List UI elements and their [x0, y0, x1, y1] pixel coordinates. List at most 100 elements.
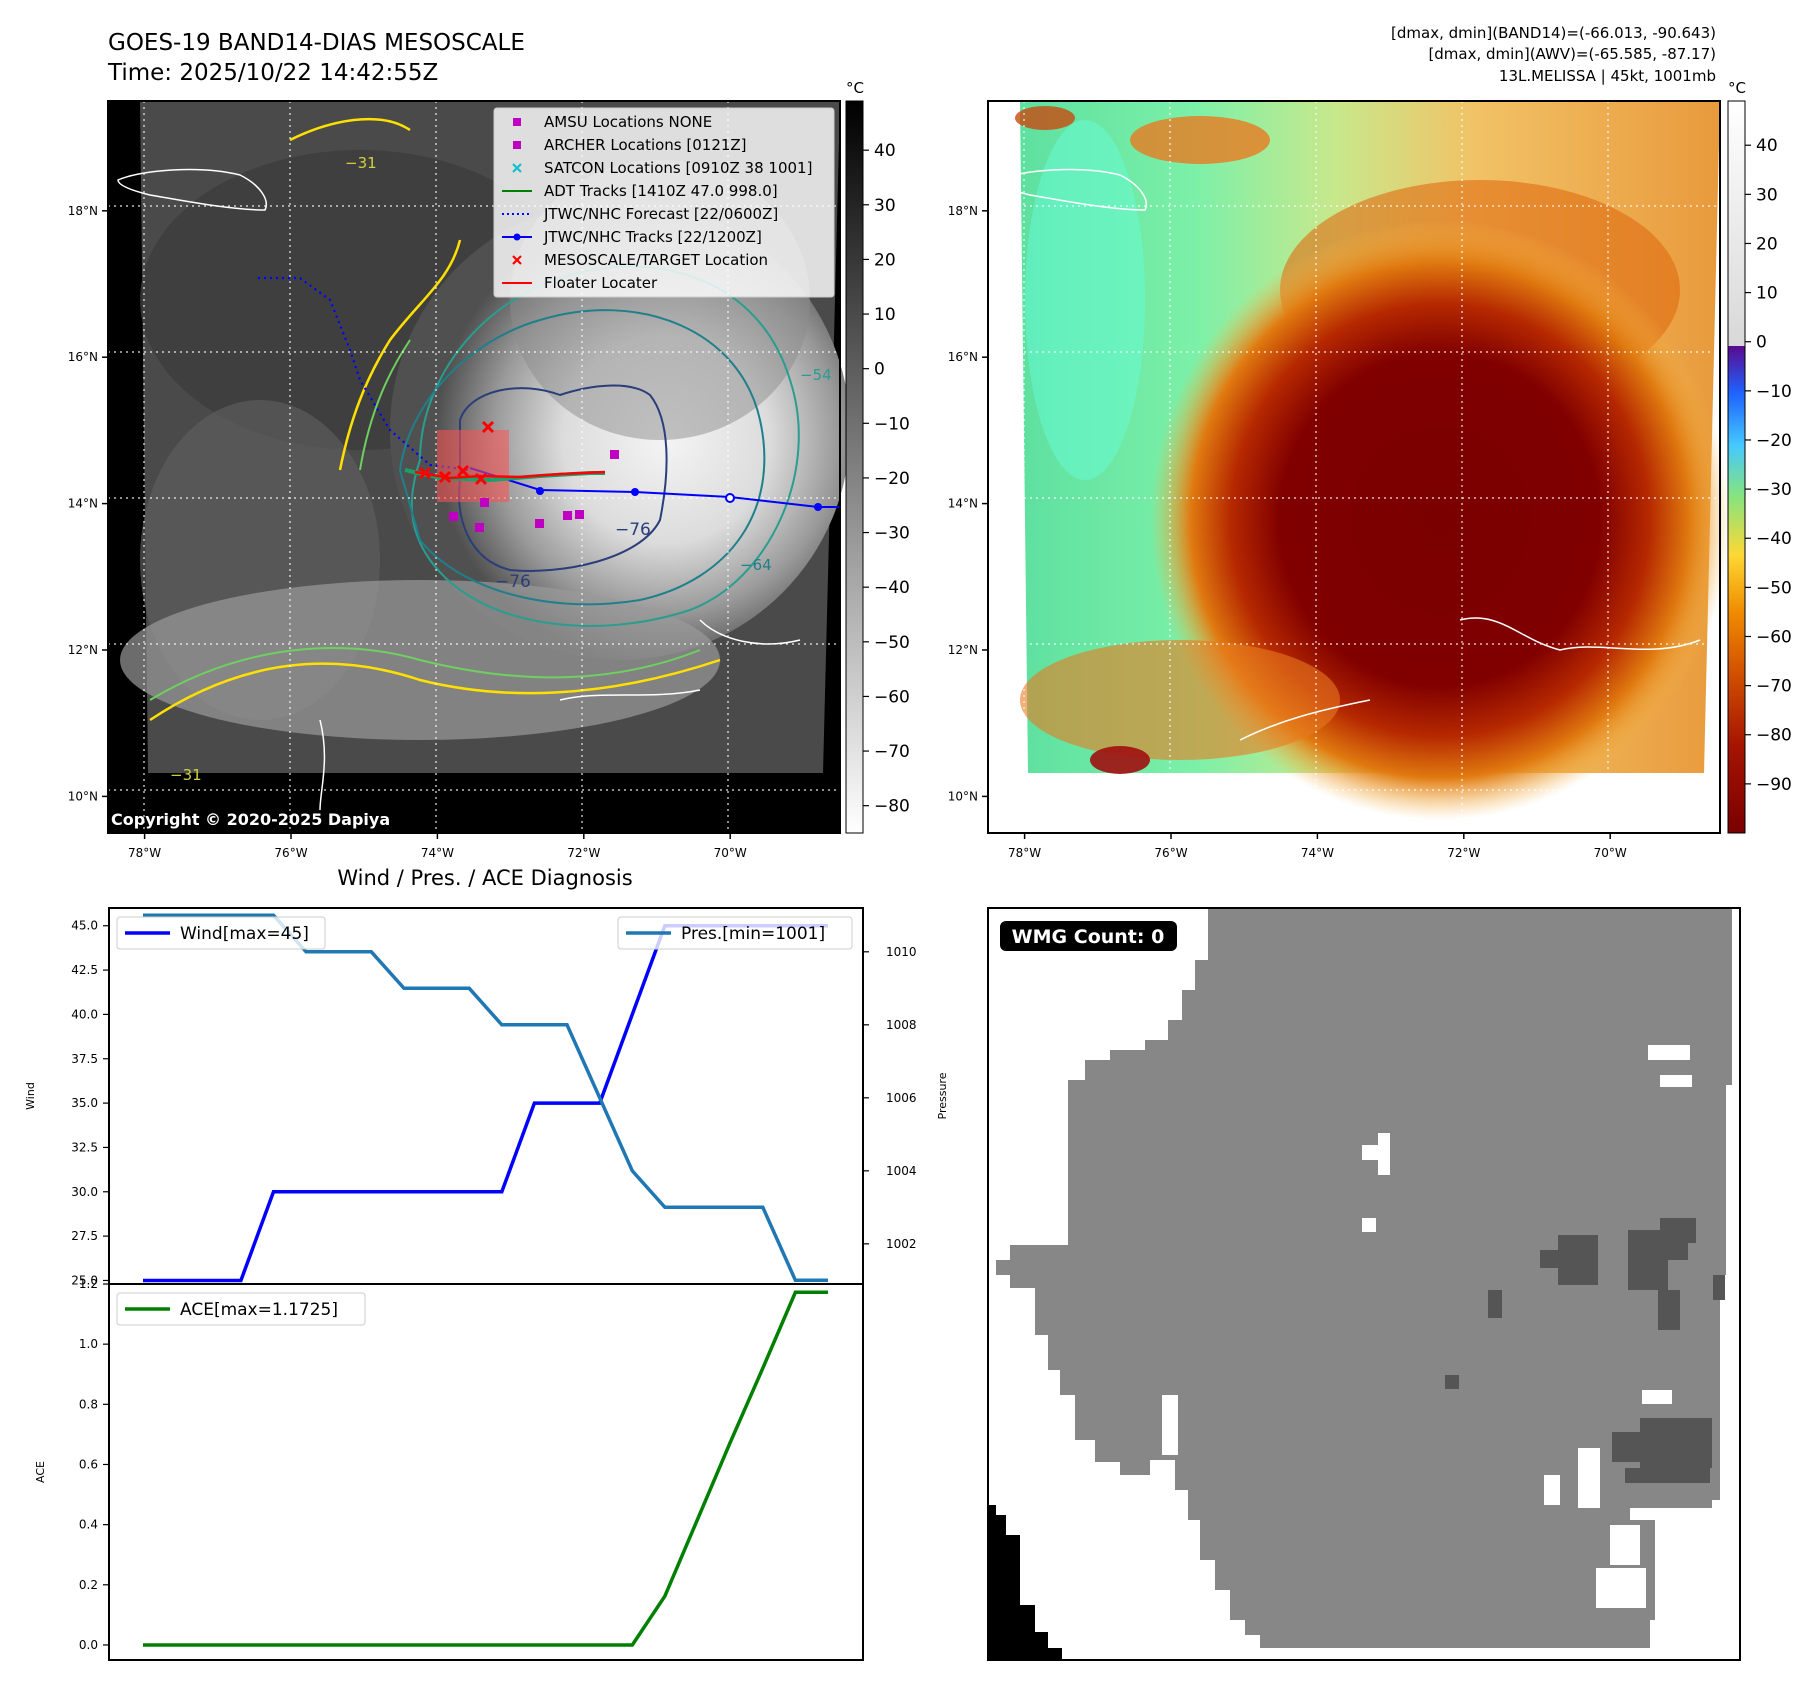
awv-colorbar-tick-label: 20 — [1756, 234, 1778, 254]
wind-tick-label: 45.0 — [71, 919, 98, 933]
archer-locations — [449, 450, 619, 532]
title-line-2: Time: 2025/10/22 14:42:55Z — [107, 60, 438, 86]
coastline-south — [319, 619, 801, 811]
ace-legend: ACE[max=1.1725] — [116, 1292, 366, 1326]
pres-ylabel: Pressure — [936, 1072, 949, 1119]
wind-tick-label: 40.0 — [71, 1007, 98, 1021]
awv-coastline-south — [1239, 617, 1701, 741]
ir-lon-tick-label: 70°W — [714, 846, 747, 860]
pressure-series-line — [143, 913, 828, 1283]
wmg-black-region — [988, 1505, 1062, 1660]
info-line-1: [dmax, dmin](BAND14)=(-66.013, -90.643) — [1391, 24, 1716, 42]
awv-colorbar-tick-label: −80 — [1756, 726, 1792, 746]
ir-colorbar-tick-label: 10 — [874, 305, 896, 325]
jtwc-forecast-track — [258, 276, 471, 472]
info-line-2: [dmax, dmin](AWV)=(-65.585, -87.17) — [1428, 45, 1716, 63]
ir-contour-labels: −31 −31 −54 −64 −76 −76 — [170, 154, 832, 784]
ir-colorbar-tick-label: 40 — [874, 141, 896, 161]
wmg-gray-region — [996, 908, 1732, 1648]
wmg-dark-regions — [1445, 1218, 1725, 1483]
ir-legend: AMSU Locations NONE ARCHER Locations [012… — [493, 107, 835, 298]
diag-panel: Wind / Pres. / ACE Diagnosis 45.0 42.5 40.… — [24, 866, 949, 1661]
ir-lon-tick-label: 76°W — [274, 846, 307, 860]
diag-title: Wind / Pres. / ACE Diagnosis — [337, 866, 632, 890]
ir-colorbar-tick-label: −10 — [874, 414, 910, 434]
pres-tick-label: 1006 — [886, 1091, 917, 1105]
awv-colorbar-unit: °C — [1728, 79, 1746, 97]
wind-legend: Wind[max=45] — [116, 916, 326, 950]
ir-panel: −31 −31 −54 −64 −76 −76 — [68, 79, 910, 860]
ir-colorbar-tick-label: −40 — [874, 578, 910, 598]
title-line-1: GOES-19 BAND14-DIAS MESOSCALE — [108, 30, 525, 56]
awv-panel: 78°W 76°W 74°W 72°W 70°W 18°N 16°N 14°N 12°N 10°N… — [948, 79, 1792, 860]
wind-tick-label: 32.5 — [71, 1140, 98, 1154]
wind-legend-label: Wind[max=45] — [180, 924, 309, 944]
contour-yellow — [149, 117, 721, 722]
legend-label: JTWC/NHC Forecast [22/0600Z] — [543, 205, 778, 223]
legend-marker-x — [512, 255, 522, 265]
ace-series-line — [143, 1290, 828, 1647]
pres-tick-label: 1008 — [886, 1018, 917, 1032]
ir-colorbar-tick-label: 20 — [874, 250, 896, 270]
ir-colorbar-tick-label: −20 — [874, 469, 910, 489]
wind-tick-label: 42.5 — [71, 963, 98, 977]
awv-axes: 78°W 76°W 74°W 72°W 70°W 18°N 16°N 14°N 12°N 10°N — [948, 204, 1627, 860]
wind-tick-label: 25.0 — [71, 1273, 98, 1287]
ir-colorbar-tick-label: 0 — [874, 360, 885, 380]
contour-label: −31 — [170, 766, 202, 784]
ace-tick-label: 0.2 — [79, 1578, 98, 1592]
wind-tick-label: 37.5 — [71, 1052, 98, 1066]
wind-tick-label: 27.5 — [71, 1229, 98, 1243]
awv-lon-tick-label: 70°W — [1594, 846, 1627, 860]
wmg-holes — [1162, 1045, 1724, 1608]
legend-label: ARCHER Locations [0121Z] — [544, 136, 747, 154]
awv-colorbar-tick-label: −10 — [1756, 382, 1792, 402]
ace-tick-label: 0.6 — [79, 1457, 98, 1471]
contour-label: −64 — [740, 556, 772, 574]
ace-tick-label: 0.0 — [79, 1638, 98, 1652]
contour-label: −31 — [345, 154, 377, 172]
contour-label: −76 — [495, 572, 531, 592]
awv-colorbar-tick-label: −70 — [1756, 677, 1792, 697]
ir-colorbar: °C 40 30 20 10 0 −10 −20 −30 −40 −50 −60 −70 −80 — [845, 79, 910, 834]
pres-tick-label: 1010 — [886, 945, 917, 959]
legend-label: SATCON Locations [0910Z 38 1001] — [544, 159, 812, 177]
ir-lon-tick-label: 74°W — [421, 846, 454, 860]
awv-lat-tick-label: 18°N — [948, 204, 978, 218]
legend-marker-dot — [513, 233, 521, 241]
pres-tick-label: 1002 — [886, 1237, 917, 1251]
ace-tick-label: 0.8 — [79, 1397, 98, 1411]
ir-axes: 78°W 76°W 74°W 72°W 70°W 18°N 16°N 14°N 12°N 10°N — [68, 204, 747, 860]
awv-colorbar-tick-label: −90 — [1756, 775, 1792, 795]
wmg-panel: WMG Count: 0 — [987, 907, 1741, 1661]
pres-legend-label: Pres.[min=1001] — [681, 924, 825, 944]
awv-lon-tick-label: 74°W — [1301, 846, 1334, 860]
legend-label: AMSU Locations NONE — [544, 113, 712, 131]
ir-colorbar-tick-label: 30 — [874, 196, 896, 216]
awv-lat-tick-label: 10°N — [948, 789, 978, 803]
wind-ylabel: Wind — [24, 1082, 37, 1110]
ir-colorbar-tick-label: −50 — [874, 633, 910, 653]
awv-colorbar: °C 40 30 20 10 0 −10 −20 −30 −40 −50 −60 −70 −80 −90 — [1727, 79, 1792, 834]
legend-label: Floater Locater — [544, 274, 658, 292]
info-line-3: 13L.MELISSA | 45kt, 1001mb — [1499, 67, 1716, 85]
wind-tick-label: 30.0 — [71, 1185, 98, 1199]
ace-tick-label: 1.2 — [79, 1277, 98, 1291]
awv-lon-tick-label: 72°W — [1447, 846, 1480, 860]
awv-lon-tick-label: 78°W — [1008, 846, 1041, 860]
contour-label: −76 — [615, 520, 651, 540]
ir-lon-tick-label: 72°W — [567, 846, 600, 860]
awv-lat-tick-label: 16°N — [948, 350, 978, 364]
legend-marker-square — [513, 141, 521, 149]
awv-lat-tick-label: 12°N — [948, 643, 978, 657]
awv-gridlines — [988, 101, 1720, 833]
legend-label: MESOSCALE/TARGET Location — [544, 251, 768, 269]
legend-marker-x — [512, 163, 522, 173]
awv-lon-tick-label: 76°W — [1154, 846, 1187, 860]
wmg-badge: WMG Count: 0 — [1000, 921, 1177, 951]
ace-ylabel: ACE — [34, 1461, 47, 1483]
contour-navy-inner — [458, 384, 668, 572]
awv-colorbar-tick-label: 30 — [1756, 185, 1778, 205]
contour-green — [149, 339, 701, 701]
